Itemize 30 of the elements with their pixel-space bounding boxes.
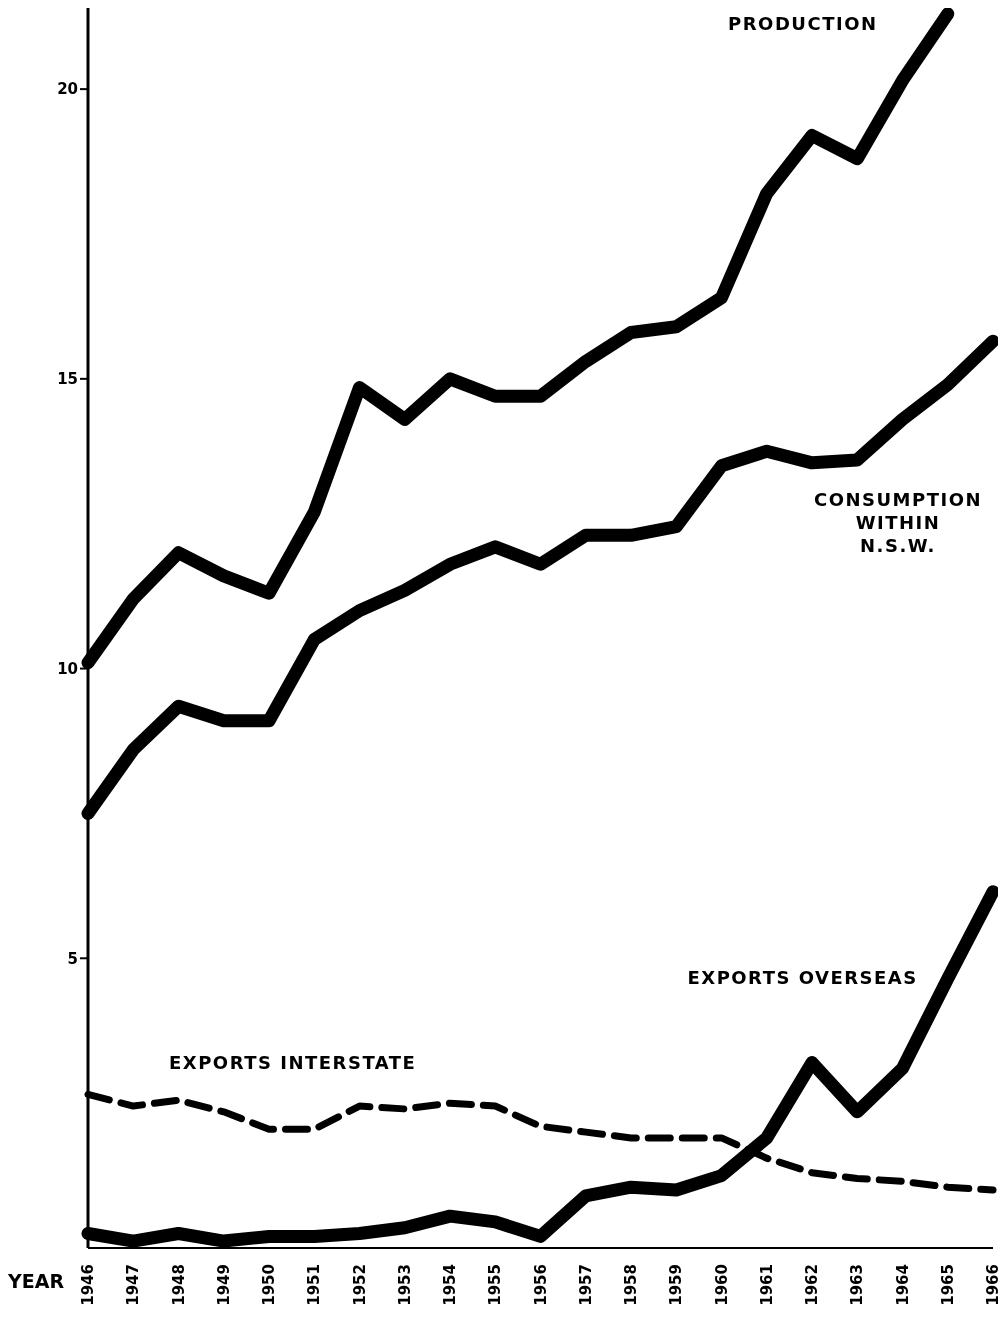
x-tick-label: 1961	[757, 1264, 776, 1306]
x-tick-label: 1966	[984, 1264, 1002, 1306]
x-tick-label: 1946	[79, 1264, 97, 1306]
series-label: CONSUMPTION WITHIN N.S.W.	[813, 489, 983, 557]
x-tick-label: 1956	[531, 1264, 550, 1306]
y-tick-label: 5	[67, 949, 78, 968]
x-tick-label: 1952	[350, 1264, 369, 1306]
x-tick-label: 1948	[169, 1264, 188, 1306]
x-tick-label: 1949	[214, 1264, 233, 1306]
x-tick-label: 1960	[712, 1264, 731, 1306]
x-tick-label: 1954	[441, 1264, 459, 1306]
series-label: EXPORTS OVERSEAS	[687, 966, 918, 988]
x-tick-label: 1951	[305, 1264, 324, 1306]
x-tick-label: 1958	[622, 1264, 640, 1306]
x-tick-label: 1964	[893, 1264, 912, 1306]
y-tick-label: 20	[57, 80, 78, 99]
x-tick-label: 1963	[848, 1264, 867, 1306]
x-axis-title: YEAR	[8, 1270, 65, 1292]
x-tick-label: 1959	[667, 1264, 686, 1306]
x-tick-label: 1950	[260, 1264, 278, 1306]
series-label: EXPORTS INTERSTATE	[169, 1052, 417, 1074]
x-tick-label: 1965	[938, 1264, 957, 1306]
x-tick-label: 1957	[576, 1264, 595, 1306]
x-tick-label: 1953	[395, 1264, 414, 1306]
y-tick-label: 15	[57, 370, 78, 389]
y-tick-label: 10	[57, 659, 78, 678]
text: PRODUCTION	[728, 13, 878, 35]
x-tick-label: 1955	[486, 1264, 505, 1306]
x-tick-label: 1962	[803, 1264, 821, 1306]
x-tick-label: 1947	[124, 1264, 143, 1306]
